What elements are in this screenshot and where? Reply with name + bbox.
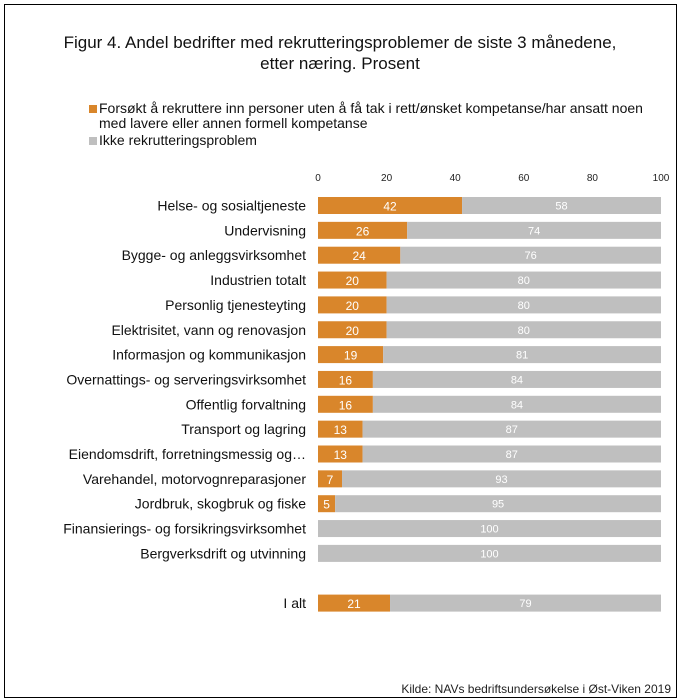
data-label: 13 [334,423,348,437]
data-label: 16 [339,398,353,412]
category-label: Helse- og sosialtjeneste [157,198,306,214]
bar-segment-ikke-problem [386,271,661,289]
bar-segment-ikke-problem [386,321,661,339]
category-label: Industrien totalt [210,272,306,288]
bar-segment-ikke-problem [372,395,661,413]
category-label: Bygge- og anleggsvirksomhet [122,247,307,263]
category-label: Personlig tjenesteyting [165,297,306,313]
category-label: Bergverksdrift og utvinning [140,545,306,561]
bar-segment-rekrutteringsproblem [318,346,384,364]
chart-title: Figur 4. Andel bedrifter med rekrutterin… [63,33,617,73]
category-label: Eiendomsdrift, forretningsmessig og… [69,446,306,462]
bar-segment-ikke-problem [335,495,661,513]
data-label: 76 [525,250,537,262]
bar-segment-rekrutteringsproblem [318,395,373,413]
bar-segment-ikke-problem [407,221,661,239]
data-label: 20 [346,324,360,338]
bar-segment-rekrutteringsproblem [318,296,387,314]
bar-segment-rekrutteringsproblem [318,370,373,388]
bar-segment-rekrutteringsproblem [318,445,363,463]
data-label: 16 [339,373,353,387]
legend-swatch-gray [89,137,97,145]
source-note: Kilde: NAVs bedriftsundersøkelse i Øst-V… [401,682,671,696]
data-label: 100 [480,548,498,560]
data-label: 87 [506,424,518,436]
bar-segment-ikke-problem [318,520,661,538]
category-label: I alt [283,595,306,611]
category-label: Overnattings- og serveringsvirksomhet [66,371,306,387]
bar-segment-rekrutteringsproblem [318,594,391,612]
data-label: 80 [518,325,530,337]
legend-swatch-orange [89,105,97,113]
data-label: 79 [519,598,531,610]
data-label: 95 [492,499,504,511]
data-label: 26 [356,224,370,238]
data-label: 80 [518,275,530,287]
category-label: Transport og lagring [181,421,306,437]
bar-segment-rekrutteringsproblem [318,420,363,438]
category-label: Elektrisitet, vann og renovasjon [111,322,306,338]
data-label: 84 [511,374,523,386]
category-label: Finansierings- og forsikringsvirksomhet [63,521,306,537]
category-label: Undervisning [224,222,306,238]
bar-segment-ikke-problem [342,470,661,488]
category-label: Informasjon og kommunikasjon [112,347,306,363]
data-label: 7 [327,473,334,487]
legend-item-ikke-problem: Ikke rekrutteringsproblem [89,133,649,148]
data-label: 80 [518,300,530,312]
data-label: 20 [346,299,360,313]
data-label: 21 [347,597,361,611]
bar-segment-ikke-problem [383,346,661,364]
bar-segment-ikke-problem [362,420,661,438]
data-label: 81 [516,350,528,362]
category-label: Jordbruk, skogbruk og fiske [135,496,306,512]
bar-segment-rekrutteringsproblem [318,271,387,289]
legend-item-rekrutteringsproblem: Forsøkt å rekruttere inn personer uten å… [89,101,649,131]
category-label: Offentlig forvaltning [186,396,306,412]
bar-segment-ikke-problem [400,246,661,264]
bar-segment-rekrutteringsproblem [318,197,463,214]
data-label: 24 [352,249,366,263]
bar-segment-ikke-problem [390,594,661,612]
data-label: 20 [346,274,360,288]
bar-segment-rekrutteringsproblem [318,221,408,239]
x-tick-label: 100 [653,173,670,184]
data-label: 19 [344,349,358,363]
bar-segment-rekrutteringsproblem [318,246,401,264]
bar-segment-rekrutteringsproblem [318,470,343,488]
x-tick-label: 20 [381,173,393,184]
bar-segment-ikke-problem [372,370,661,388]
data-label: 84 [511,399,523,411]
data-label: 58 [555,201,567,213]
legend-label: Ikke rekrutteringsproblem [99,132,257,148]
x-tick-label: 60 [518,173,530,184]
data-label: 74 [528,225,540,237]
bar-segment-ikke-problem [318,544,661,562]
data-label: 5 [323,498,330,512]
category-label: Varehandel, motorvognreparasjoner [83,471,306,487]
data-label: 13 [334,448,348,462]
x-tick-label: 40 [450,173,462,184]
data-label: 100 [480,524,498,536]
x-tick-label: 0 [315,173,321,184]
x-tick-label: 80 [587,173,599,184]
data-label: 93 [495,474,507,486]
bar-segment-ikke-problem [386,296,661,314]
data-label: 87 [506,449,518,461]
bar-segment-rekrutteringsproblem [318,321,387,339]
data-label: 42 [383,200,397,214]
legend-label: Forsøkt å rekruttere inn personer uten å… [99,100,643,131]
bar-segment-rekrutteringsproblem [318,495,336,513]
bar-segment-ikke-problem [462,197,661,214]
bar-segment-ikke-problem [362,445,661,463]
